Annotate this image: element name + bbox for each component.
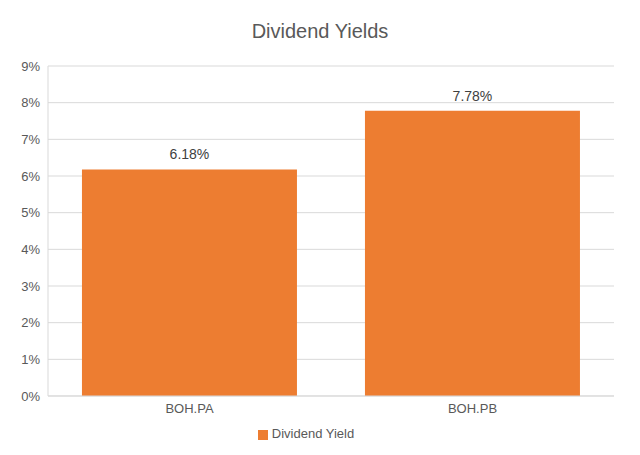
svg-text:9%: 9% <box>21 59 40 74</box>
svg-text:7%: 7% <box>21 132 40 147</box>
svg-text:BOH.PA: BOH.PA <box>165 401 213 416</box>
svg-text:0%: 0% <box>21 389 40 404</box>
svg-text:8%: 8% <box>21 95 40 110</box>
svg-text:4%: 4% <box>21 242 40 257</box>
svg-text:5%: 5% <box>21 205 40 220</box>
svg-text:3%: 3% <box>21 279 40 294</box>
svg-text:BOH.PB: BOH.PB <box>448 401 497 416</box>
svg-text:6.18%: 6.18% <box>170 146 210 162</box>
html-text:Dividend Yields: Dividend Yields <box>251 20 389 42</box>
svg-text:7.78%: 7.78% <box>453 88 493 104</box>
svg-text:2%: 2% <box>21 315 40 330</box>
svg-text:6%: 6% <box>21 169 40 184</box>
svg-text:1%: 1% <box>21 352 40 367</box>
html-text:Dividend Yield: Dividend Yield <box>271 426 355 441</box>
